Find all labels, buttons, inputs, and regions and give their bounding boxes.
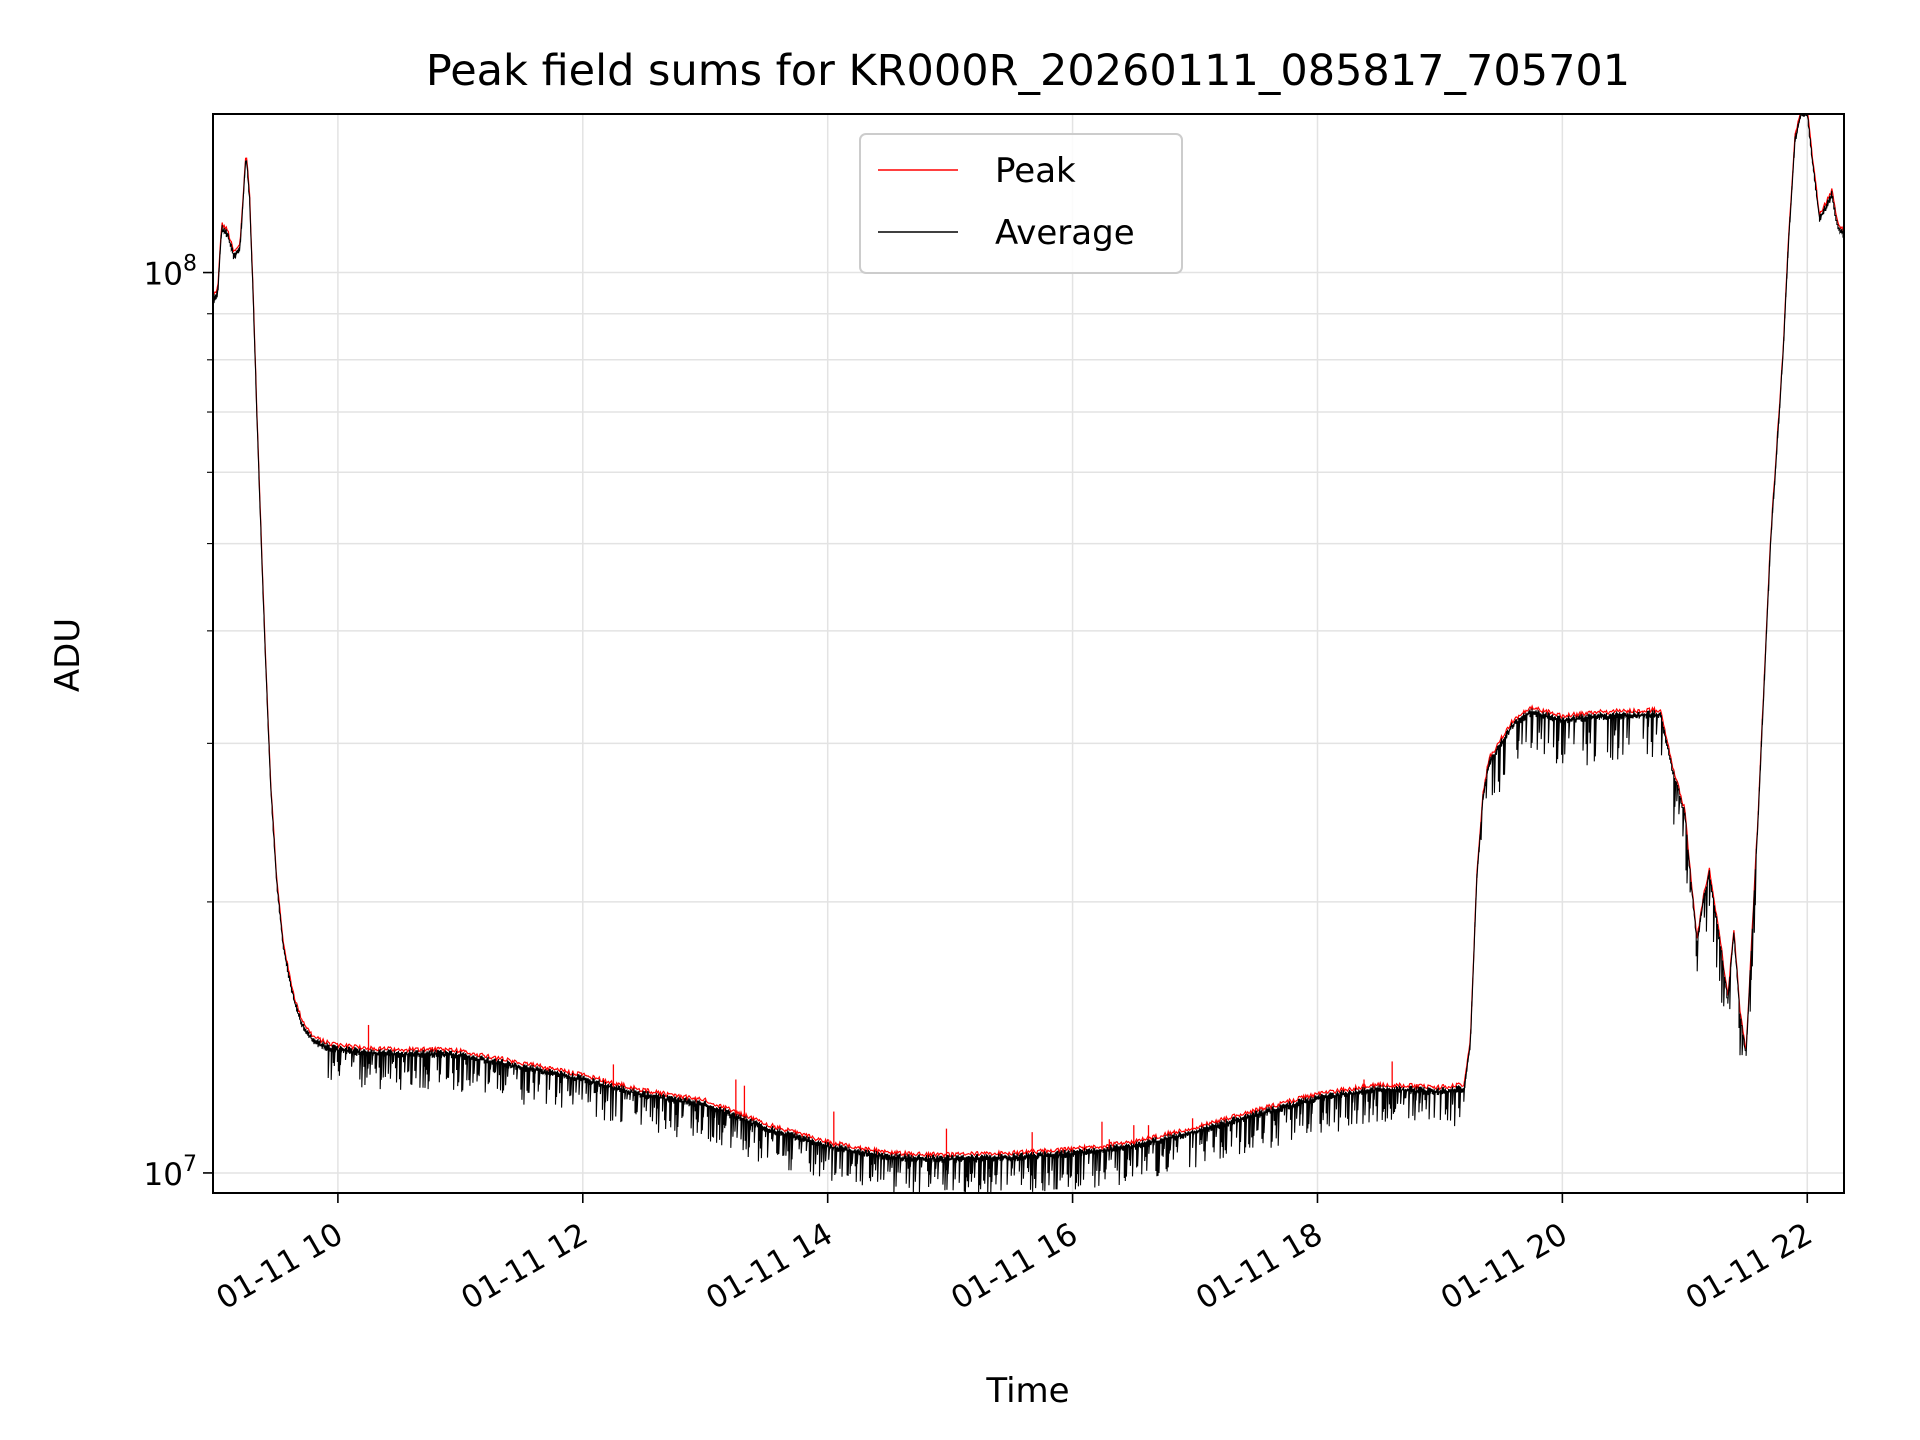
legend-label-peak: Peak bbox=[995, 151, 1076, 191]
chart-title: Peak field sums for KR000R_20260111_0858… bbox=[426, 46, 1630, 96]
legend-label-average: Average bbox=[995, 213, 1135, 253]
y-tick-label-base: 10 bbox=[144, 257, 183, 293]
y-tick-label-base: 10 bbox=[144, 1157, 183, 1193]
y-tick-label-exponent: 7 bbox=[183, 1152, 197, 1177]
grid bbox=[213, 114, 1844, 1193]
y-axis-label: ADU bbox=[48, 618, 88, 692]
x-axis-label: Time bbox=[985, 1371, 1069, 1411]
y-tick-label-exponent: 8 bbox=[183, 252, 197, 277]
legend-box bbox=[859, 133, 1183, 274]
y-tick-label: 107 bbox=[144, 1152, 197, 1193]
series-line-average bbox=[213, 114, 1844, 1193]
series-layer bbox=[213, 114, 1844, 1193]
series-line-peak bbox=[213, 114, 1844, 1159]
legend: Peak Average bbox=[859, 133, 1183, 274]
y-tick-label: 108 bbox=[144, 252, 197, 293]
plot-frame bbox=[212, 113, 1845, 1194]
